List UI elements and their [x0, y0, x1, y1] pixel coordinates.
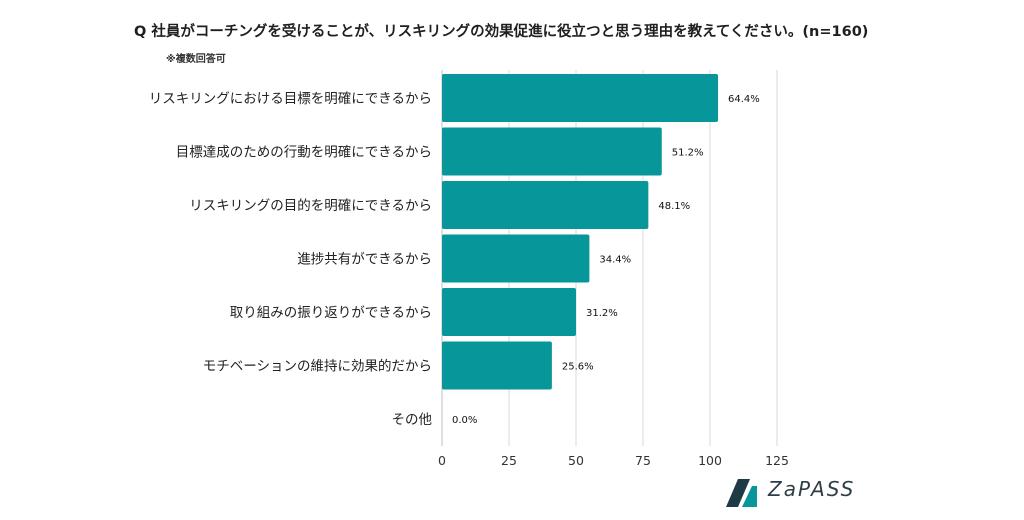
category-label: 取り組みの振り返りができるから — [230, 305, 432, 321]
zapass-logo-icon — [726, 479, 757, 507]
data-labels: 64.4% 51.2% 48.1% 34.4% 31.2% 25.6% 0.0% — [452, 94, 760, 426]
bar — [442, 234, 590, 283]
bar — [442, 74, 719, 122]
category-label: モチベーションの維持に効果的だから — [203, 359, 432, 375]
bar — [442, 341, 552, 390]
x-tick-label: 125 — [765, 453, 789, 468]
data-label: 51.2% — [672, 148, 704, 159]
x-tick-label: 75 — [635, 453, 651, 468]
x-tick-label: 100 — [698, 453, 722, 468]
brand-name: ZaPASS — [768, 477, 856, 501]
data-label: 64.4% — [728, 94, 760, 105]
data-label: 34.4% — [599, 255, 631, 266]
category-label: 進捗共有ができるから — [297, 252, 432, 268]
x-axis-ticks: 0 25 50 75 100 125 — [438, 453, 789, 468]
category-labels: リスキリングにおける目標を明確にできるから目標達成のための行動を明確にできるから… — [149, 91, 432, 428]
data-label: 0.0% — [452, 415, 477, 426]
multiple-answer-note: ※複数回答可 — [166, 54, 226, 65]
bar — [442, 127, 662, 176]
data-label: 48.1% — [658, 201, 690, 212]
x-tick-label: 50 — [568, 453, 584, 468]
data-label: 25.6% — [562, 362, 594, 373]
category-label: リスキリングにおける目標を明確にできるから — [149, 91, 432, 107]
category-label: リスキリングの目的を明確にできるから — [189, 198, 432, 214]
category-label: 目標達成のための行動を明確にできるから — [176, 145, 432, 161]
category-label: その他 — [392, 412, 433, 428]
bar — [442, 181, 649, 229]
bars — [442, 74, 719, 390]
data-label: 31.2% — [586, 308, 618, 319]
x-tick-label: 25 — [501, 453, 517, 468]
x-tick-label: 0 — [438, 453, 446, 468]
chart-title: Q 社員がコーチングを受けることが、リスキリングの効果促進に役立つと思う理由を教… — [134, 24, 869, 40]
bar — [442, 288, 576, 336]
